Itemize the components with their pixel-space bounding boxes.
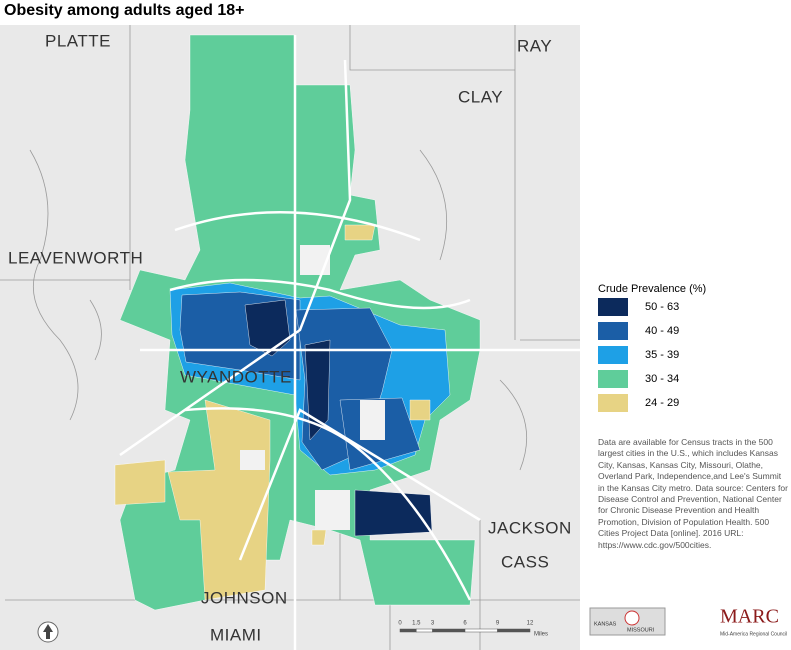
inset-label: KANSAS [594, 621, 617, 627]
county-label: LEAVENWORTH [8, 248, 143, 267]
legend-swatch [598, 370, 628, 388]
north-arrow [37, 621, 59, 643]
legend-label: 50 - 63 [645, 301, 679, 313]
county-label: CASS [501, 552, 549, 571]
county-label: WYANDOTTE [180, 367, 292, 386]
tract-group [344, 224, 376, 241]
legend-label: 35 - 39 [645, 349, 679, 361]
inset-map: KANSAS MISSOURI [589, 607, 666, 636]
scale-label: 1.5 [412, 621, 421, 627]
excluded-areas [240, 245, 385, 530]
legend-label: 40 - 49 [645, 325, 679, 337]
scale-segment [497, 628, 531, 633]
title: Obesity among adults aged 18+ [4, 2, 245, 19]
legend-label: 30 - 34 [645, 373, 679, 385]
legend-swatch [598, 322, 628, 340]
legend-swatch [598, 346, 628, 364]
scale-unit: Miles [534, 632, 548, 638]
data-note: Data are available for Census tracts in … [598, 437, 788, 550]
legend-swatch [598, 394, 628, 412]
legend-swatch [598, 298, 628, 316]
county-boundaries [0, 25, 580, 650]
scale-segment [464, 628, 498, 633]
scale-segment [432, 628, 466, 633]
legend: 50 - 63 40 - 49 35 - 39 30 - 34 24 - 29 [598, 298, 679, 412]
scale-label: 0 [398, 621, 402, 627]
inset-label: MISSOURI [627, 627, 655, 633]
county-label: CLAY [458, 87, 503, 106]
scale-label: 9 [496, 621, 500, 627]
county-label: RAY [517, 36, 552, 55]
scale-label: 6 [463, 621, 467, 627]
tract-group [244, 299, 291, 357]
tract-group [409, 399, 431, 421]
scale-segment [399, 628, 417, 633]
county-label: MIAMI [210, 625, 262, 644]
logo: MARC [720, 606, 779, 628]
tract-group [354, 489, 433, 537]
county-label: JOHNSON [201, 588, 288, 607]
tract-group [114, 459, 166, 506]
tract-group [304, 339, 331, 441]
legend-label: 24 - 29 [645, 397, 679, 409]
scale-label: 3 [431, 621, 435, 627]
scale-label: 12 [527, 621, 534, 627]
county-label: JACKSON [488, 518, 572, 537]
tract-group [311, 529, 327, 546]
highways [119, 35, 580, 650]
scale-segment [416, 628, 433, 633]
logo-subtitle: Mid-America Regional Council [720, 631, 787, 637]
county-label: PLATTE [45, 31, 111, 50]
legend-title: Crude Prevalence (%) [598, 283, 706, 295]
